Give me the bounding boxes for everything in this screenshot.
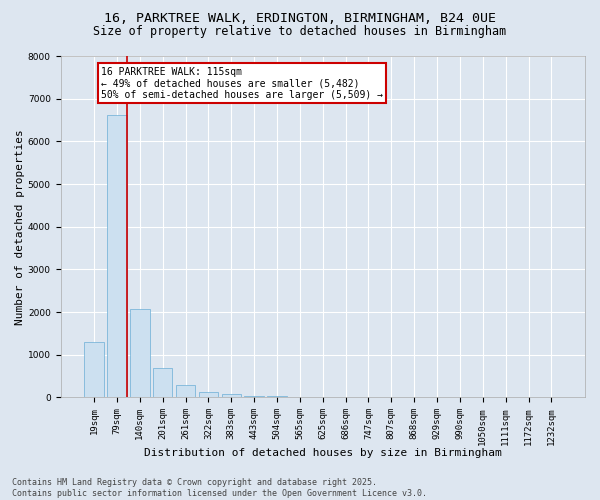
Y-axis label: Number of detached properties: Number of detached properties	[15, 129, 25, 324]
Text: Size of property relative to detached houses in Birmingham: Size of property relative to detached ho…	[94, 25, 506, 38]
Text: 16 PARKTREE WALK: 115sqm
← 49% of detached houses are smaller (5,482)
50% of sem: 16 PARKTREE WALK: 115sqm ← 49% of detach…	[101, 66, 383, 100]
Bar	[85, 342, 104, 398]
Bar	[153, 368, 172, 398]
Text: 16, PARKTREE WALK, ERDINGTON, BIRMINGHAM, B24 0UE: 16, PARKTREE WALK, ERDINGTON, BIRMINGHAM…	[104, 12, 496, 26]
Bar	[221, 394, 241, 398]
X-axis label: Distribution of detached houses by size in Birmingham: Distribution of detached houses by size …	[144, 448, 502, 458]
Bar	[130, 308, 149, 398]
Bar	[267, 396, 287, 398]
Bar	[176, 385, 195, 398]
Bar	[107, 115, 127, 398]
Bar	[199, 392, 218, 398]
Bar	[244, 396, 264, 398]
Text: Contains HM Land Registry data © Crown copyright and database right 2025.
Contai: Contains HM Land Registry data © Crown c…	[12, 478, 427, 498]
